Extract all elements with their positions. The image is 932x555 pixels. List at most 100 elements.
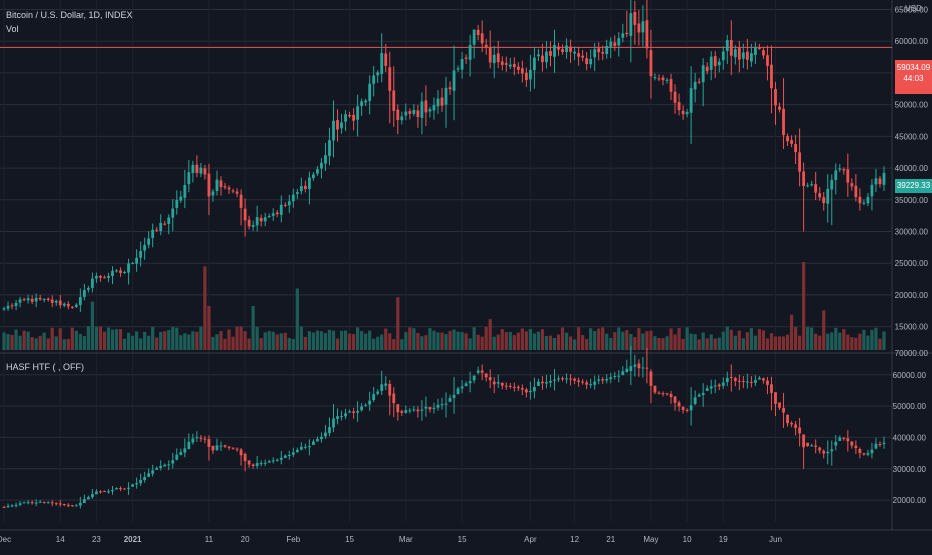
candle-body: [127, 263, 130, 273]
indicator-body: [677, 402, 681, 407]
indicator-body: [593, 381, 597, 385]
indicator-body: [468, 381, 472, 384]
y-tick-label: 20000.00: [893, 496, 927, 505]
indicator-body: [175, 454, 179, 460]
candle-body: [661, 77, 665, 81]
candle-body: [267, 216, 271, 218]
candle-body: [553, 44, 556, 57]
candle-body: [806, 185, 810, 187]
x-tick-label: 2021: [124, 535, 142, 544]
indicator-body: [589, 384, 593, 386]
candle-body: [484, 44, 488, 48]
candle-body: [528, 69, 532, 80]
indicator-body: [537, 381, 540, 386]
indicator-body: [850, 441, 854, 446]
volume-bar: [681, 338, 685, 350]
indicator-body: [95, 491, 98, 495]
candle-body: [569, 46, 572, 52]
indicator-body: [78, 502, 82, 506]
volume-bar: [826, 333, 830, 350]
volume-bar: [677, 328, 681, 350]
candle-body: [62, 303, 66, 306]
volume-bar: [118, 329, 123, 350]
volume-bar: [102, 331, 107, 350]
indicator-body: [681, 406, 685, 411]
y-tick-label: 35000.00: [895, 196, 929, 205]
indicator-body: [159, 465, 163, 468]
volume-bar: [18, 335, 22, 350]
volume-bar: [500, 329, 504, 350]
indicator-body: [621, 371, 625, 376]
indicator-body: [782, 407, 785, 413]
volume-bar: [629, 333, 633, 350]
volume-bar: [70, 327, 74, 350]
volume-bar: [360, 331, 364, 350]
candle-body: [187, 172, 191, 185]
volume-bar: [806, 326, 810, 350]
indicator-body: [605, 378, 609, 381]
candle-body: [508, 64, 512, 67]
candle-body: [392, 90, 396, 111]
candle-body: [677, 102, 681, 111]
y-tick-label: 30000.00: [895, 227, 929, 236]
indicator-body: [356, 410, 360, 413]
indicator-body: [802, 434, 806, 448]
indicator-body: [2, 506, 6, 508]
candle-body: [344, 114, 347, 122]
volume-bar: [548, 335, 553, 350]
indicator-body: [669, 394, 673, 397]
candle-body: [131, 263, 134, 265]
volume-bar: [741, 338, 745, 350]
volume-bar: [351, 334, 356, 350]
indicator-body: [86, 497, 90, 500]
indicator-body: [673, 396, 677, 403]
volume-bar: [130, 335, 135, 350]
candle-body: [223, 186, 227, 188]
volume-bar: [227, 329, 231, 350]
candle-body: [778, 106, 781, 110]
candle-body: [243, 208, 247, 221]
indicator-body: [665, 393, 669, 395]
indicator-body: [316, 438, 319, 442]
candle-body: [472, 29, 476, 45]
volume-bar: [151, 326, 155, 350]
candle-body: [782, 108, 785, 136]
volume-bar: [122, 338, 127, 350]
volume-bar: [448, 330, 452, 350]
indicator-body: [123, 488, 126, 490]
candle-body: [324, 155, 327, 164]
candle-body: [625, 32, 629, 35]
volume-bar: [50, 327, 54, 350]
candle-body: [733, 49, 737, 58]
candle-body: [830, 179, 834, 190]
volume-bar: [793, 327, 798, 350]
volume-bar: [641, 333, 645, 350]
x-tick-label: Dec: [0, 535, 11, 544]
volume-bar: [597, 328, 601, 350]
indicator-body: [758, 377, 761, 380]
volume-bar: [267, 330, 271, 350]
indicator-body: [705, 388, 709, 391]
indicator-body: [794, 424, 797, 428]
candle-body: [621, 33, 625, 38]
axes: 65000.0060000.0055000.0050000.0045000.00…: [0, 6, 929, 544]
indicator-body: [66, 504, 70, 506]
candle-body: [878, 178, 882, 185]
candle-body: [725, 39, 729, 52]
indicator-body: [609, 377, 613, 380]
volume-bar: [617, 327, 621, 350]
candle-body: [774, 89, 777, 106]
volume-bar: [420, 336, 424, 350]
volume-bar: [850, 337, 854, 350]
candle-body: [119, 270, 122, 273]
candle-body: [143, 245, 147, 251]
y-tick-label: 45000.00: [895, 132, 929, 141]
y-tick-label: 40000.00: [893, 433, 927, 442]
hline-price-tag: 59034.09 44:03: [895, 60, 932, 94]
indicator-body: [617, 375, 621, 377]
candle-body: [770, 64, 773, 89]
candle-body: [565, 45, 568, 52]
volume-bar: [472, 327, 476, 350]
